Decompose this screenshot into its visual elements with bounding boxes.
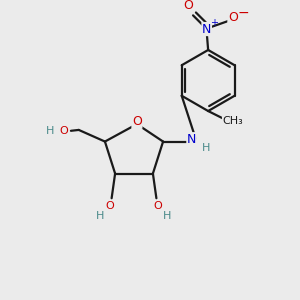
Text: O: O: [132, 115, 142, 128]
Text: H: H: [46, 126, 54, 136]
Text: N: N: [187, 133, 196, 146]
Text: O: O: [106, 201, 115, 212]
Text: H: H: [202, 143, 210, 153]
Text: O: O: [154, 201, 162, 212]
Text: H: H: [162, 211, 171, 221]
Text: N: N: [202, 22, 211, 35]
Text: O: O: [60, 126, 69, 136]
Text: +: +: [210, 18, 218, 28]
Text: O: O: [184, 0, 194, 12]
Text: −: −: [238, 6, 249, 20]
Text: O: O: [228, 11, 238, 25]
Text: CH₃: CH₃: [223, 116, 243, 126]
Text: H: H: [96, 211, 104, 221]
